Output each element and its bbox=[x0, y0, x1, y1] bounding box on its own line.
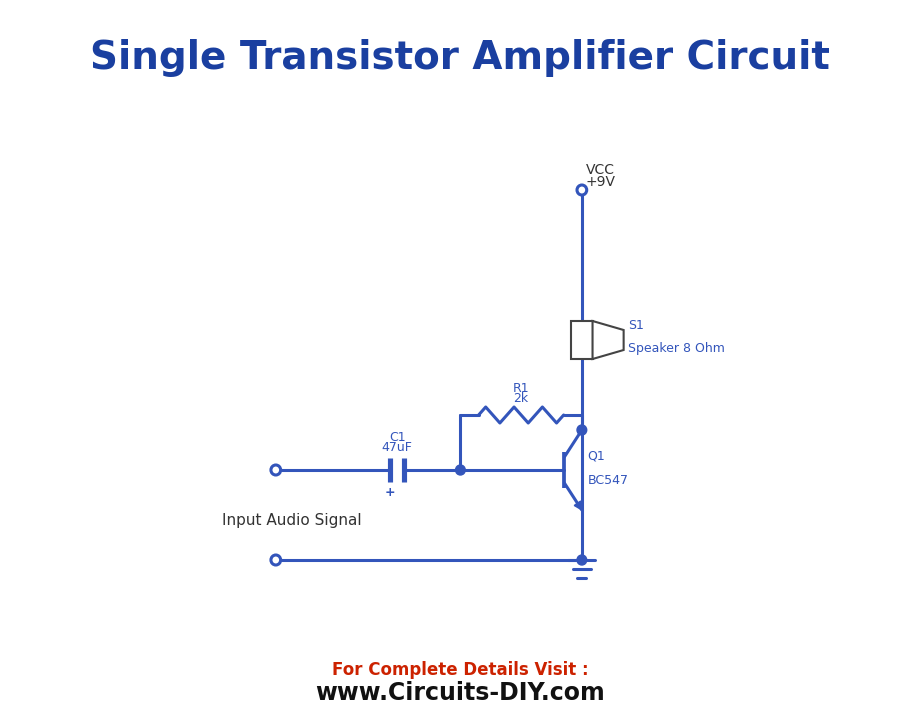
Text: Input Audio Signal: Input Audio Signal bbox=[222, 513, 362, 528]
Text: 47uF: 47uF bbox=[382, 441, 413, 454]
Text: VCC: VCC bbox=[586, 163, 614, 177]
Text: R1: R1 bbox=[513, 382, 530, 395]
Text: +9V: +9V bbox=[586, 175, 616, 189]
Text: C1: C1 bbox=[389, 431, 405, 444]
Text: +: + bbox=[384, 486, 395, 499]
Text: BC547: BC547 bbox=[588, 474, 629, 487]
Text: Speaker 8 Ohm: Speaker 8 Ohm bbox=[628, 342, 726, 355]
Text: For Complete Details Visit :: For Complete Details Visit : bbox=[332, 661, 589, 679]
Text: Single Transistor Amplifier Circuit: Single Transistor Amplifier Circuit bbox=[90, 39, 831, 77]
Text: www.Circuits-DIY.com: www.Circuits-DIY.com bbox=[316, 681, 605, 705]
Circle shape bbox=[456, 465, 465, 475]
Polygon shape bbox=[575, 501, 582, 510]
Circle shape bbox=[577, 555, 587, 565]
Text: S1: S1 bbox=[628, 319, 645, 332]
Bar bbox=[571, 321, 592, 359]
Text: 2k: 2k bbox=[514, 392, 529, 405]
Text: Q1: Q1 bbox=[588, 449, 605, 462]
Polygon shape bbox=[592, 321, 624, 359]
Circle shape bbox=[577, 425, 587, 435]
